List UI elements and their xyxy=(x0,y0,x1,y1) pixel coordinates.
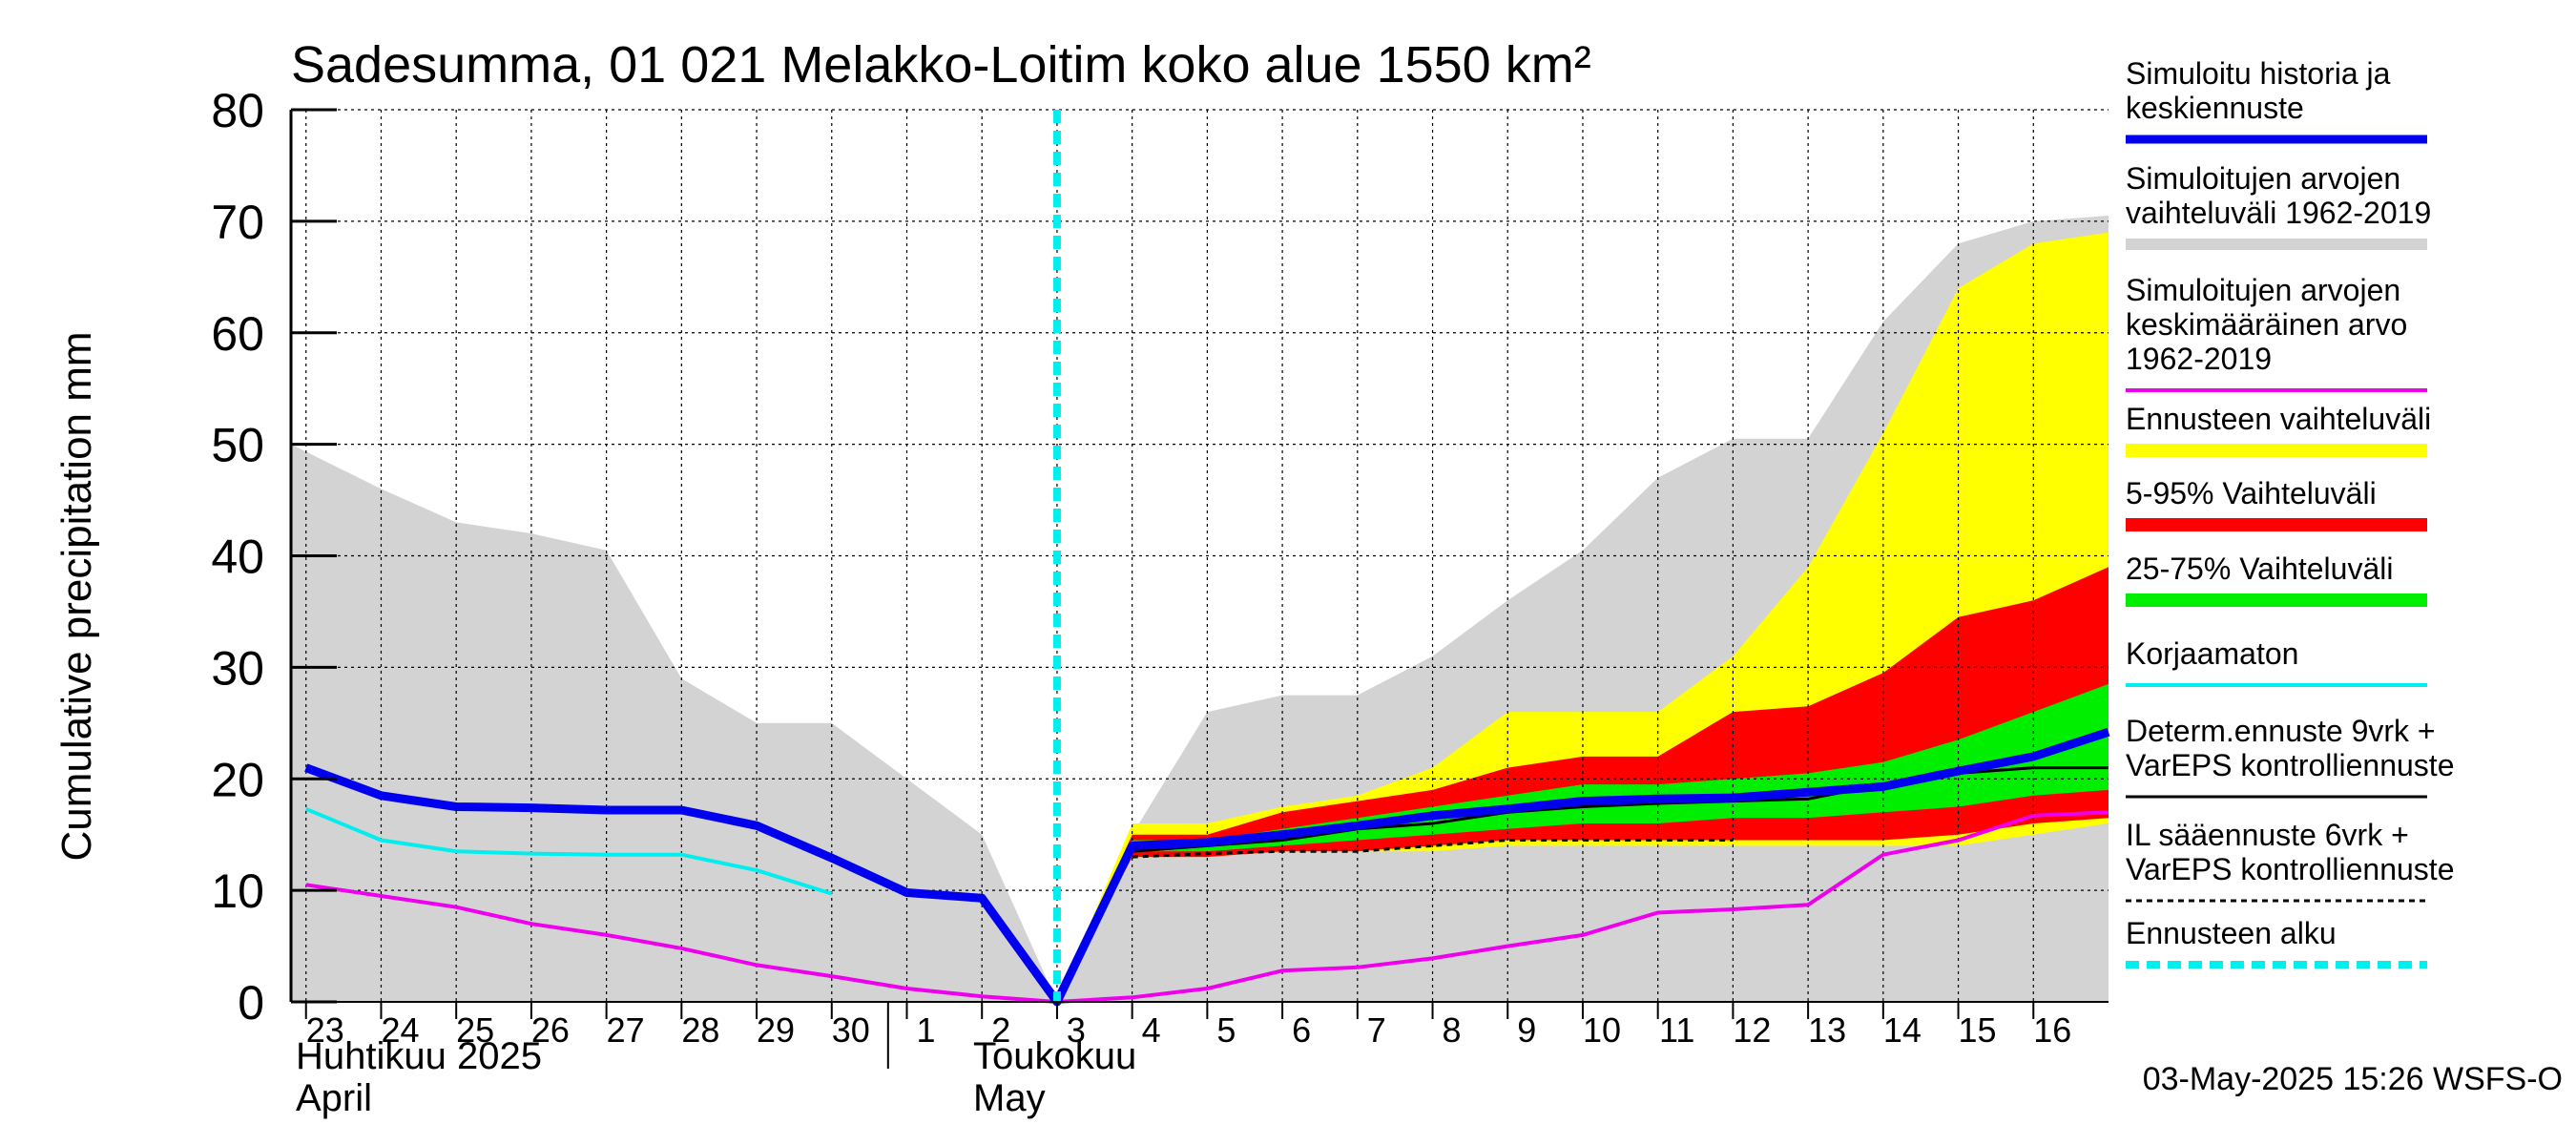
x-tick-label: 1 xyxy=(916,1010,935,1050)
y-tick-label: 70 xyxy=(211,196,264,249)
x-tick-label: 8 xyxy=(1443,1010,1462,1050)
month-label-may-en: May xyxy=(973,1077,1046,1119)
y-tick-label: 30 xyxy=(211,641,264,695)
x-tick-label: 25 xyxy=(456,1010,494,1050)
x-tick-label: 3 xyxy=(1067,1010,1086,1050)
legend-label: Simuloitu historia ja xyxy=(2126,56,2391,91)
legend-label: 1962-2019 xyxy=(2126,342,2272,376)
month-label-may-fi: Toukokuu xyxy=(973,1035,1136,1077)
y-tick-label: 20 xyxy=(211,753,264,806)
legend-label: VarEPS kontrolliennuste xyxy=(2126,748,2454,782)
p25-75-band xyxy=(1056,683,2109,1002)
x-tick-label: 7 xyxy=(1367,1010,1386,1050)
x-tick-label: 24 xyxy=(381,1010,419,1050)
legend-label: 5-95% Vaihteluväli xyxy=(2126,476,2377,510)
y-tick-label: 60 xyxy=(211,307,264,361)
y-tick-label: 80 xyxy=(211,84,264,137)
x-tick-label: 5 xyxy=(1216,1010,1236,1050)
x-tick-label: 10 xyxy=(1583,1010,1621,1050)
x-tick-label: 11 xyxy=(1659,1010,1694,1050)
chart-title: Sadesumma, 01 021 Melakko-Loitim koko al… xyxy=(291,36,1591,94)
legend-label: VarEPS kontrolliennuste xyxy=(2126,852,2454,886)
x-tick-label: 29 xyxy=(757,1010,795,1050)
x-tick-label: 6 xyxy=(1292,1010,1311,1050)
legend-label: Ennusteen alku xyxy=(2126,916,2337,950)
x-tick-label: 27 xyxy=(607,1010,645,1050)
legend-label: Simuloitujen arvojen xyxy=(2126,273,2400,307)
y-axis-label: Cumulative precipitation mm xyxy=(53,331,100,861)
legend-label: Korjaamaton xyxy=(2126,636,2298,671)
x-tick-label: 4 xyxy=(1142,1010,1161,1050)
y-tick-label: 40 xyxy=(211,531,264,584)
x-tick-label: 23 xyxy=(306,1010,344,1050)
x-tick-label: 15 xyxy=(1959,1010,1997,1050)
uncorrected-line xyxy=(304,806,833,896)
y-tick-label: 0 xyxy=(238,976,264,1030)
x-tick-label: 30 xyxy=(832,1010,870,1050)
x-tick-label: 2 xyxy=(991,1010,1010,1050)
month-label-april-en: April xyxy=(296,1077,372,1119)
simulated-line xyxy=(304,727,2110,1007)
legend-label: keskiennuste xyxy=(2126,91,2304,125)
x-tick-label: 28 xyxy=(681,1010,719,1050)
legend-label: IL sääennuste 6vrk + xyxy=(2126,818,2409,852)
legend-label: Ennusteen vaihteluväli xyxy=(2126,402,2431,436)
legend-label: Simuloitujen arvojen xyxy=(2126,161,2400,196)
legend-label: Determ.ennuste 9vrk + xyxy=(2126,714,2436,748)
x-tick-label: 26 xyxy=(531,1010,570,1050)
month-label-april-fi: Huhtikuu 2025 xyxy=(296,1035,542,1077)
x-tick-label: 14 xyxy=(1883,1010,1922,1050)
mean-line xyxy=(305,810,2109,1005)
x-tick-label: 12 xyxy=(1733,1010,1771,1050)
x-tick-label: 13 xyxy=(1808,1010,1846,1050)
footer-timestamp: 03-May-2025 15:26 WSFS-O xyxy=(2143,1061,2563,1097)
x-tick-label: 16 xyxy=(2033,1010,2071,1050)
y-tick-label: 50 xyxy=(211,419,264,472)
legend-label: keskimääräinen arvo xyxy=(2126,307,2407,342)
x-tick-label: 9 xyxy=(1517,1010,1536,1050)
y-tick-label: 10 xyxy=(211,864,264,918)
legend-label: 25-75% Vaihteluväli xyxy=(2126,552,2393,586)
legend-label: vaihteluväli 1962-2019 xyxy=(2126,196,2431,230)
